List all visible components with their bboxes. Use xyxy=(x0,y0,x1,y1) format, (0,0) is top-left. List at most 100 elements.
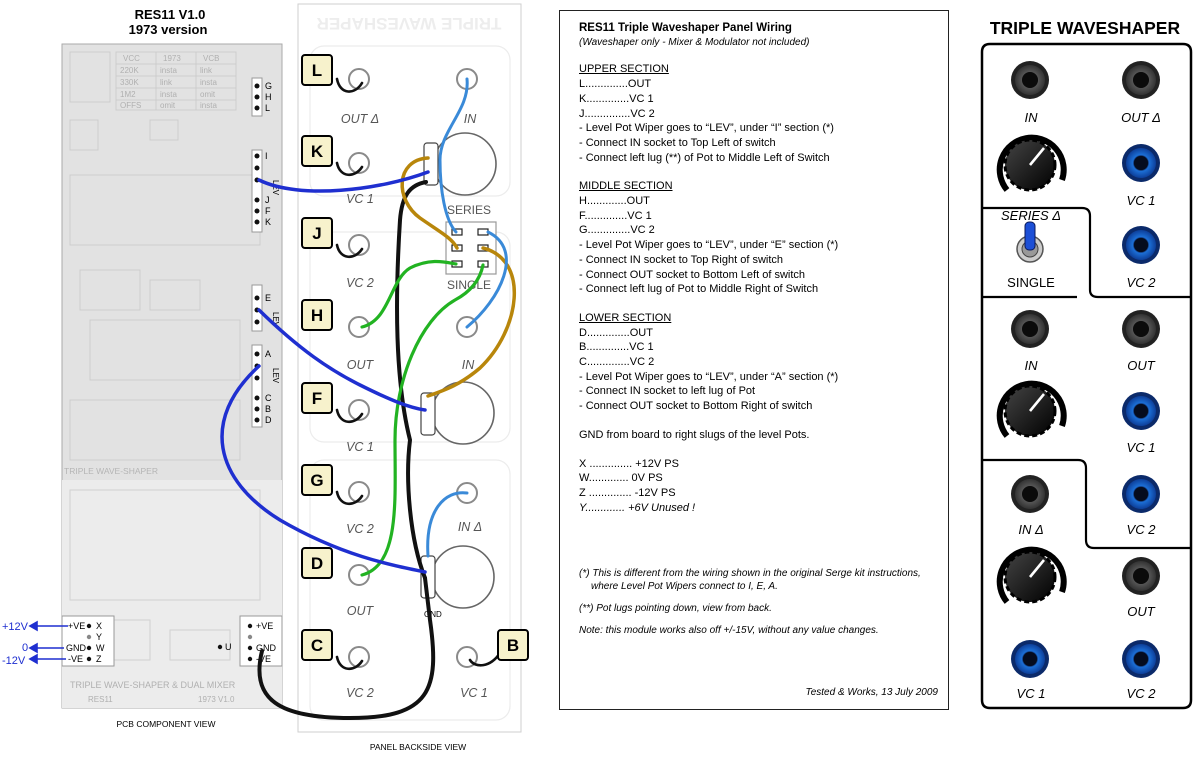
power-pad-right-ve-plus: +VE xyxy=(256,621,273,631)
front-label-in2: IN xyxy=(1025,358,1039,373)
upper-line: - Connect left lug (**) of Pot to Middle… xyxy=(579,151,830,164)
power-x: X .............. +12V PS xyxy=(579,457,679,470)
power-list: X .............. +12V PS W............. … xyxy=(579,457,934,516)
footnote-3: Note: this module works also off +/-15V,… xyxy=(579,625,879,637)
svg-text:1973: 1973 xyxy=(163,54,181,63)
pad-lev-e: LEV xyxy=(271,312,280,328)
panel-watermark: TRIPLE WAVESHAPER xyxy=(317,14,502,33)
upper-section: UPPER SECTION L..............OUT K......… xyxy=(579,62,934,165)
tag-f: F xyxy=(312,389,322,408)
front-label-out2: OUT xyxy=(1127,358,1156,373)
panel-label-out-d: OUT xyxy=(347,604,375,618)
svg-text:1M2: 1M2 xyxy=(120,90,136,99)
panel-label-vc2-j: VC 2 xyxy=(346,276,374,290)
lower-line: - Connect IN socket to left lug of Pot xyxy=(579,385,756,398)
power-pad-y: Y xyxy=(96,632,102,642)
pad-g: G xyxy=(265,81,272,91)
front-label-in-delta: IN Δ xyxy=(1018,522,1043,537)
pad-k: K xyxy=(265,217,271,227)
power-pad-right-ve-minus: -VE xyxy=(256,654,271,664)
front-knobs xyxy=(996,134,1067,604)
pcb-section: RES11 V1.0 1973 version TRIPLE WAVE-SHAP… xyxy=(2,7,283,729)
tag-k: K xyxy=(311,142,324,161)
panel-label-vc2-g: VC 2 xyxy=(346,522,374,536)
svg-text:OFFS: OFFS xyxy=(120,101,141,110)
power-y: Y............. +6V Unused ! xyxy=(579,501,696,514)
middle-line: - Level Pot Wiper goes to “LEV”, under “… xyxy=(579,239,839,252)
pad-lev-a: LEV xyxy=(271,368,280,384)
panel-label-vc1-f: VC 1 xyxy=(346,440,374,454)
supply-plus12: +12V xyxy=(2,621,29,633)
pad-i: I xyxy=(265,151,268,161)
front-label-vc1-c: VC 1 xyxy=(1017,686,1046,701)
pcb-board-bottom-text: TRIPLE WAVE-SHAPER & DUAL MIXER xyxy=(70,680,236,690)
pcb-board-left-text: RES11 xyxy=(88,695,113,704)
power-pad-ve-plus: +VE xyxy=(68,621,85,631)
notes-footer: Tested & Works, 13 July 2009 xyxy=(805,687,938,699)
footnote-2: (**) Pot lugs pointing down, view from b… xyxy=(579,603,772,615)
panel-label-out-delta: OUT Δ xyxy=(341,112,379,126)
middle-line: - Connect IN socket to Top Right of swit… xyxy=(579,253,783,266)
pad-d: D xyxy=(265,415,272,425)
panel-label-vc1-b: VC 1 xyxy=(460,686,488,700)
middle-line: H.............OUT xyxy=(579,195,650,208)
notes-subtitle: (Waveshaper only - Mixer & Modulator not… xyxy=(579,36,810,48)
middle-heading: MIDDLE SECTION xyxy=(579,180,673,193)
wiring-notes: RES11 Triple Waveshaper Panel Wiring (Wa… xyxy=(559,10,949,710)
svg-text:insta: insta xyxy=(160,66,177,75)
svg-text:insta: insta xyxy=(200,101,217,110)
panel-switch-series: SERIES xyxy=(447,203,491,217)
panel-label-in-top: IN xyxy=(464,112,477,126)
pad-j: J xyxy=(265,195,270,205)
pcb-board-mid-text: TRIPLE WAVE-SHAPER xyxy=(64,466,158,476)
option-table: VCC 1973 VCB 220K insta link 330K link insta… xyxy=(120,54,219,110)
middle-section: MIDDLE SECTION H.............OUT F......… xyxy=(579,179,934,297)
upper-line: - Level Pot Wiper goes to “LEV”, under “… xyxy=(579,122,834,135)
front-label-in1: IN xyxy=(1025,110,1039,125)
pad-b: B xyxy=(265,404,271,414)
front-jacks-blue xyxy=(1011,144,1160,678)
front-label-series: SERIES Δ xyxy=(1001,208,1061,223)
svg-text:VCC: VCC xyxy=(123,54,140,63)
front-label-out3: OUT xyxy=(1127,604,1156,619)
panel-plate xyxy=(297,3,522,733)
upper-line: - Connect IN socket to Top Left of switc… xyxy=(579,136,776,149)
upper-line: K..............VC 1 xyxy=(579,92,654,105)
tag-j: J xyxy=(312,224,321,243)
lower-line: C..............VC 2 xyxy=(579,356,655,369)
tag-g: G xyxy=(310,471,323,490)
front-label-vc1-b: VC 1 xyxy=(1127,440,1156,455)
upper-heading: UPPER SECTION xyxy=(579,63,669,76)
power-pad-ve-minus: -VE xyxy=(68,654,83,664)
tag-c: C xyxy=(311,636,323,655)
svg-text:link: link xyxy=(200,66,213,75)
lower-line: D..............OUT xyxy=(579,326,653,339)
pcb-board-right-text: 1973 V1.0 xyxy=(198,695,235,704)
middle-line: - Connect OUT socket to Bottom Left of s… xyxy=(579,268,805,281)
supply-zero: 0 xyxy=(22,642,28,654)
panel-tags: L K J H F G D C B xyxy=(301,54,529,661)
lower-heading: LOWER SECTION xyxy=(579,311,672,324)
pcb-version: 1973 version xyxy=(129,22,208,37)
svg-text:220K: 220K xyxy=(120,66,139,75)
middle-line: G..............VC 2 xyxy=(579,224,655,237)
pad-f: F xyxy=(265,206,271,216)
svg-text:omit: omit xyxy=(200,90,216,99)
power-pad-w: W xyxy=(96,643,105,653)
panel-caption: PANEL BACKSIDE VIEW xyxy=(370,742,466,752)
svg-text:VCB: VCB xyxy=(203,54,219,63)
pcb-caption: PCB COMPONENT VIEW xyxy=(116,719,215,729)
power-pad-gnd: GND xyxy=(66,643,87,653)
power-pad-x: X xyxy=(96,621,102,631)
tag-b: B xyxy=(507,636,519,655)
svg-text:330K: 330K xyxy=(120,78,139,87)
panel-label-in-delta: IN Δ xyxy=(458,520,482,534)
front-toggle xyxy=(1016,221,1044,263)
lower-line: - Connect OUT socket to Bottom Right of … xyxy=(579,400,813,413)
power-pad-z: Z xyxy=(96,654,102,664)
wires xyxy=(220,77,516,721)
upper-line: L..............OUT xyxy=(579,78,652,91)
front-label-vc1-a: VC 1 xyxy=(1127,193,1156,208)
front-panel-outline xyxy=(980,42,1193,710)
